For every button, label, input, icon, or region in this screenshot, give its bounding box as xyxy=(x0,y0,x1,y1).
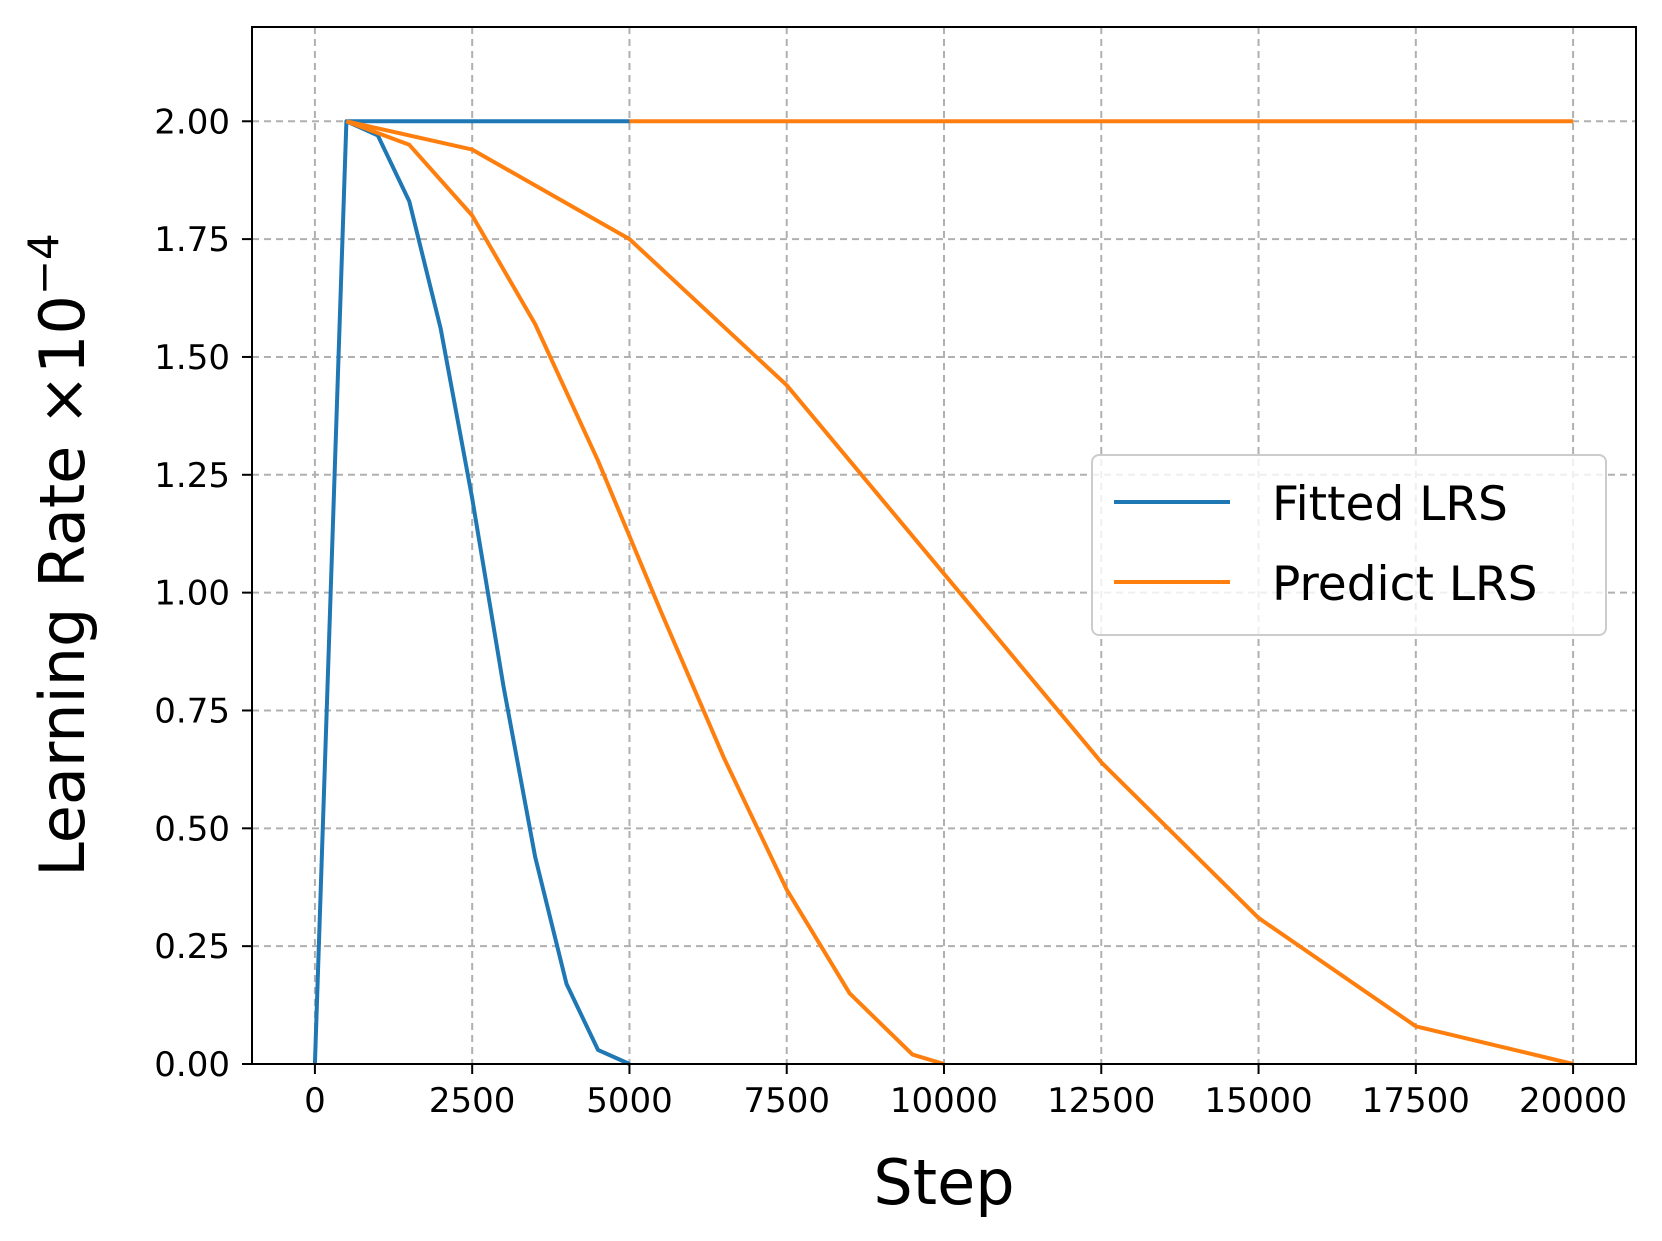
x-tick-label: 7500 xyxy=(743,1081,830,1121)
legend-label-fitted-lrs: Fitted LRS xyxy=(1272,477,1508,532)
y-tick-label: 0.00 xyxy=(154,1045,230,1085)
y-tick-label: 1.50 xyxy=(154,338,230,378)
y-tick-label: 1.25 xyxy=(154,456,230,496)
x-tick-label: 12500 xyxy=(1047,1081,1155,1121)
y-tick-label: 0.25 xyxy=(154,927,230,967)
y-axis-label: Learning Rate ×10−4 xyxy=(19,233,99,877)
y-tick-label: 1.75 xyxy=(154,220,230,260)
x-tick-label: 5000 xyxy=(586,1081,673,1121)
y-tick-label: 0.75 xyxy=(154,691,230,731)
x-tick-label: 2500 xyxy=(429,1081,516,1121)
x-tick-label: 20000 xyxy=(1519,1081,1627,1121)
x-tick-label: 10000 xyxy=(890,1081,998,1121)
x-axis: 0 2500 5000 7500 10000 12500 15000 17500 20000 xyxy=(304,1064,1627,1121)
y-tick-label: 2.00 xyxy=(154,102,230,142)
y-axis-label-base: Learning Rate ×10 xyxy=(26,295,99,877)
legend-label-predict-lrs: Predict LRS xyxy=(1272,557,1538,612)
x-axis-label: Step xyxy=(873,1146,1014,1219)
y-axis: 0.00 0.25 0.50 0.75 1.00 1.25 1.50 1.75 2.00 xyxy=(154,102,252,1085)
x-tick-label: 17500 xyxy=(1362,1081,1470,1121)
y-tick-label: 1.00 xyxy=(154,574,230,614)
y-tick-label: 0.50 xyxy=(154,809,230,849)
series-layer xyxy=(312,119,1574,1066)
series-line-predict-lrs xyxy=(345,119,945,1066)
series-line-predict-lrs xyxy=(345,119,1574,1066)
x-tick-label: 15000 xyxy=(1204,1081,1312,1121)
y-axis-label-exponent: −4 xyxy=(19,233,68,295)
x-tick-label: 0 xyxy=(304,1081,326,1121)
legend: Fitted LRS Predict LRS xyxy=(1091,454,1607,636)
